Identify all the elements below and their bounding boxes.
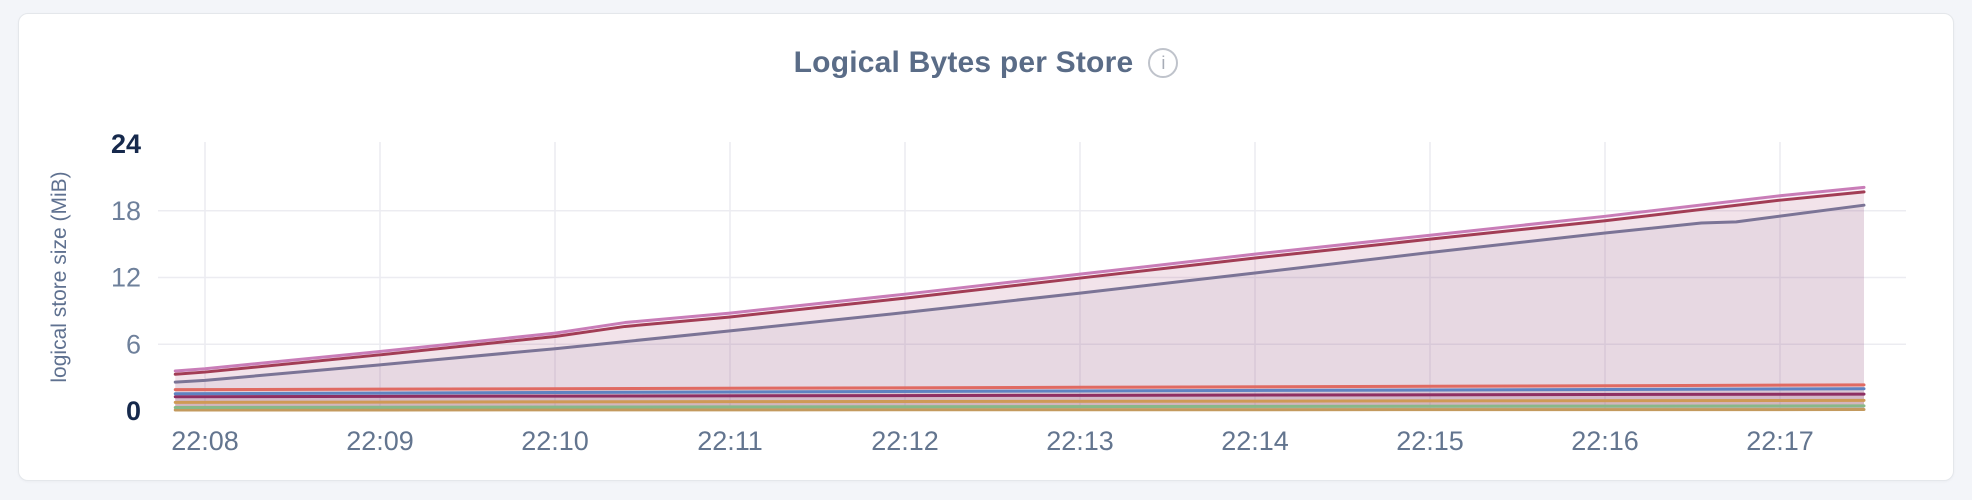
series-line-store-green	[173, 404, 1866, 409]
series-line-store-slate	[173, 203, 1866, 384]
info-icon[interactable]: i	[1148, 48, 1179, 78]
y-tick-label: 24	[111, 129, 141, 159]
series-line-store-maroon	[173, 190, 1866, 376]
y-tick-label: 6	[126, 329, 141, 359]
x-tick-label: 22:16	[1571, 426, 1639, 456]
line-layer	[173, 185, 1866, 412]
x-tick-label: 22:13	[1046, 426, 1114, 456]
x-tick-label: 22:12	[871, 426, 939, 456]
y-axis-title: logical store size (MiB)	[48, 171, 71, 382]
y-tick-label: 0	[126, 396, 141, 426]
series-area-store-maroon	[175, 191, 1864, 411]
x-tick-label: 22:17	[1746, 426, 1814, 456]
series-line-store-orange	[173, 398, 1866, 404]
x-tick-label: 22:15	[1396, 426, 1464, 456]
x-tick-label: 22:14	[1221, 426, 1289, 456]
x-tick-label: 22:10	[521, 426, 589, 456]
series-line-store-blue	[173, 387, 1866, 396]
label-layer: 0 6 12 18 24 22:08 22:09 22:10 22:11 22:12 22:13 22…	[111, 129, 1814, 456]
x-tick-label: 22:09	[346, 426, 414, 456]
x-tick-label: 22:11	[697, 426, 763, 456]
y-tick-label: 12	[111, 263, 141, 293]
x-tick-label: 22:08	[171, 426, 239, 456]
series-line-store-salmon	[173, 383, 1866, 392]
series-area-store-slate	[175, 205, 1864, 411]
info-icon-glyph: i	[1161, 52, 1166, 73]
series-line-store-orchid	[173, 185, 1866, 373]
y-tick-label: 18	[111, 196, 141, 226]
series-line-store-wine	[173, 392, 1866, 399]
